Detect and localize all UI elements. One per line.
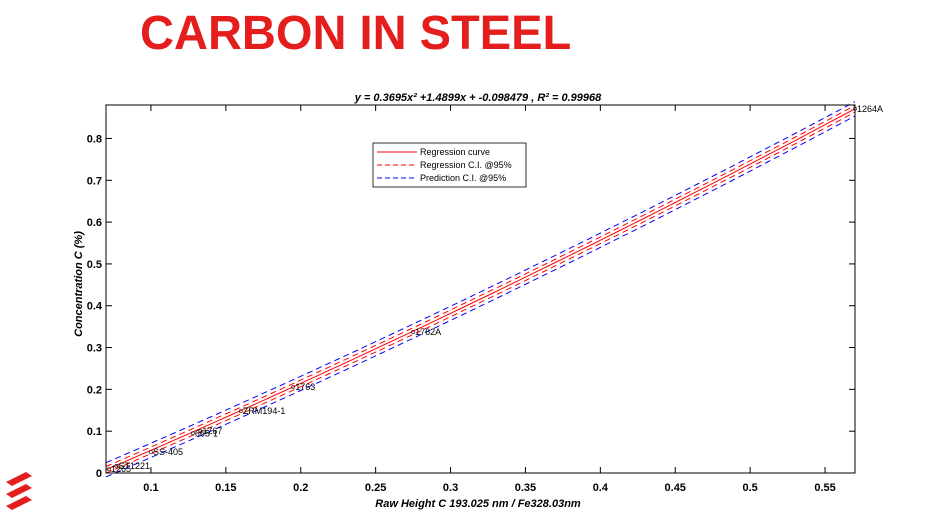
data-label-1762a: 1762A <box>415 327 441 337</box>
chart-title: y = 0.3695x² +1.4899x + -0.098479 , R² =… <box>354 92 602 104</box>
y-tick-label: 0.3 <box>87 343 102 355</box>
x-tick-label: 0.55 <box>814 482 835 494</box>
series-line-regression-c-i-95-lower <box>105 111 856 474</box>
x-tick-label: 0.4 <box>593 482 609 494</box>
curves-group <box>105 101 856 478</box>
data-point-1265 <box>107 467 111 472</box>
series-line-regression-curve <box>105 108 856 471</box>
x-tick-label: 0.2 <box>293 482 308 494</box>
data-label-1763: 1763 <box>295 382 315 392</box>
y-tick-label: 0.7 <box>87 175 102 187</box>
ticks-group: 0.1 0.15 0.2 0.25 0.3 0.35 0.4 0.45 0.5 0.55 0 0.1 0… <box>87 105 855 494</box>
data-point-1767 <box>198 429 203 434</box>
data-point-1762a <box>411 330 415 334</box>
x-tick-label: 0.45 <box>665 482 686 494</box>
series-line-prediction-c-i-95-lower <box>105 115 856 478</box>
series-line-regression-c-i-95-upper <box>105 105 856 467</box>
legend-label-regression-curve: Regression curve <box>420 147 490 157</box>
data-point-zrm194-1 <box>238 409 243 414</box>
y-tick-label: 0.4 <box>87 301 103 313</box>
y-tick-label: 0.2 <box>87 384 102 396</box>
x-tick-label: 0.25 <box>365 482 386 494</box>
data-point-1763 <box>291 384 296 389</box>
x-tick-label: 0.5 <box>742 482 757 494</box>
x-tick-label: 0.35 <box>515 482 536 494</box>
legend-label-prediction-ci: Prediction C.I. @95% <box>420 173 506 183</box>
data-label-1265: 1265 <box>111 464 131 474</box>
data-point-665-1 <box>190 431 195 436</box>
data-label-1264a: 1264A <box>857 104 883 114</box>
data-label-1767: 1767 <box>202 426 222 436</box>
series-line-prediction-c-i-95-upper <box>105 101 856 464</box>
data-point-ss-405 <box>149 450 153 454</box>
y-tick-label: 0.6 <box>87 217 102 229</box>
data-label-ss-405: SS-405 <box>153 447 183 457</box>
y-tick-label: 0.5 <box>87 259 102 271</box>
data-label-zrm194-1: ZRM194-1 <box>243 406 286 416</box>
x-axis-label: Raw Height C 193.025 nm / Fe328.03nm <box>375 498 581 510</box>
y-tick-label: 0.1 <box>87 426 102 438</box>
y-axis-label: Concentration C (%) <box>73 231 85 337</box>
y-tick-label: 0.8 <box>87 133 102 145</box>
y-tick-label: 0 <box>96 468 102 480</box>
x-tick-label: 0.15 <box>215 482 236 494</box>
data-label-665-1: 665-1 <box>195 428 218 438</box>
data-point-st1221 <box>114 463 119 468</box>
legend-box <box>372 142 527 188</box>
x-tick-label: 0.3 <box>443 482 458 494</box>
legend: Regression curve Regression C.I. @95% Pr… <box>372 142 527 188</box>
x-tick-label: 0.1 <box>143 482 158 494</box>
data-label-st1221: ST1221 <box>118 461 150 471</box>
brand-logo-icon <box>6 472 32 510</box>
legend-label-regression-ci: Regression C.I. @95% <box>420 160 512 170</box>
page-title: CARBON IN STEEL <box>140 7 572 60</box>
plot-frame <box>105 104 856 474</box>
